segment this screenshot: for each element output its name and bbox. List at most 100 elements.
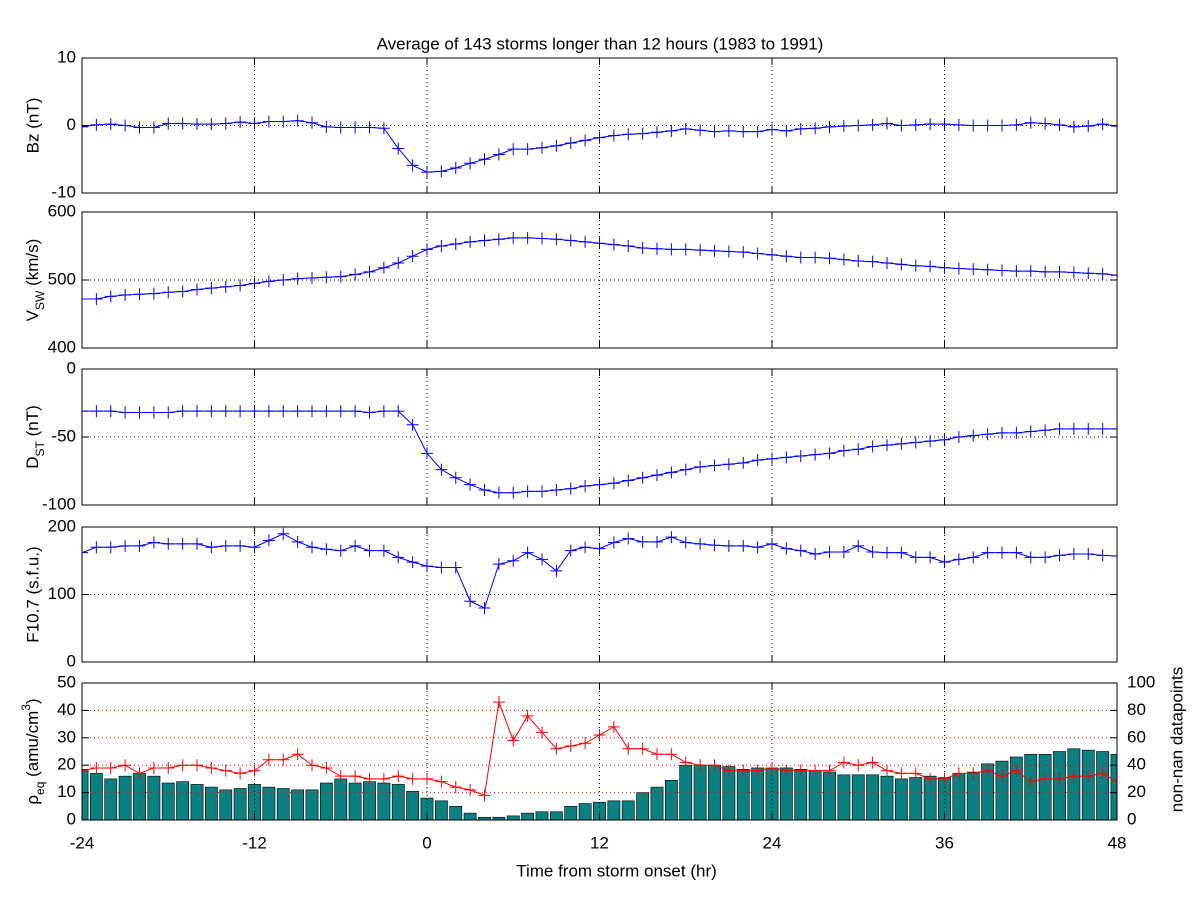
- y-axis-label: Bz (nT): [23, 98, 42, 154]
- marker: [176, 759, 189, 772]
- bar: [1096, 751, 1110, 820]
- bar: [1038, 753, 1052, 820]
- marker: [665, 124, 678, 137]
- marker: [147, 287, 160, 300]
- marker: [1024, 265, 1037, 278]
- marker: [809, 764, 822, 777]
- bar: [1081, 749, 1095, 820]
- marker: [794, 764, 807, 777]
- bar: [204, 786, 218, 820]
- label-part: D: [23, 456, 42, 468]
- marker: [823, 252, 836, 265]
- marker: [104, 541, 117, 554]
- marker: [492, 486, 505, 499]
- marker: [981, 119, 994, 132]
- marker: [234, 279, 247, 292]
- marker: [234, 116, 247, 129]
- bar: [133, 773, 146, 820]
- bar: [981, 763, 995, 820]
- marker: [306, 116, 318, 129]
- bar: [664, 779, 678, 820]
- marker: [334, 770, 347, 783]
- bar: [262, 786, 276, 820]
- marker: [722, 124, 735, 137]
- y-tick-label: 600: [48, 201, 76, 220]
- marker: [651, 469, 663, 482]
- bar: [305, 789, 319, 820]
- marker: [435, 561, 448, 574]
- y-axis-label: DST (nT): [23, 405, 47, 469]
- marker: [866, 255, 879, 268]
- marker: [219, 539, 232, 552]
- marker: [133, 767, 146, 780]
- marker: [363, 265, 376, 278]
- bar: [161, 782, 175, 820]
- bar: [650, 786, 664, 820]
- marker: [291, 272, 304, 285]
- marker: [320, 543, 333, 556]
- marker: [492, 148, 505, 161]
- marker: [1039, 117, 1052, 130]
- marker: [306, 541, 318, 554]
- marker: [176, 285, 189, 298]
- marker: [1053, 772, 1066, 785]
- marker: [191, 283, 203, 296]
- marker: [665, 748, 678, 761]
- marker: [377, 405, 390, 418]
- marker: [708, 244, 721, 257]
- panel: 0 100 200: [48, 516, 1118, 670]
- marker: [82, 120, 88, 133]
- marker: [823, 120, 836, 133]
- marker: [852, 119, 865, 132]
- bar: [334, 778, 348, 820]
- marker: [794, 450, 807, 463]
- marker: [722, 458, 735, 471]
- marker: [449, 561, 462, 574]
- x-tick-label: 0: [422, 833, 431, 852]
- marker: [809, 122, 822, 135]
- marker: [219, 280, 232, 293]
- marker: [636, 535, 649, 548]
- y-axis-label: ρeq (amu/cm3): [19, 698, 47, 804]
- marker: [147, 406, 160, 419]
- marker: [823, 447, 836, 460]
- marker: [1067, 422, 1080, 435]
- marker: [147, 121, 160, 134]
- marker: [521, 231, 534, 244]
- bar: [104, 778, 118, 820]
- marker: [751, 541, 764, 554]
- marker: [593, 131, 606, 144]
- marker: [794, 544, 807, 557]
- marker: [751, 764, 764, 777]
- label-part: 3: [19, 704, 33, 711]
- marker: [133, 288, 146, 301]
- marker: [234, 539, 247, 552]
- y-tick-label: 10: [57, 47, 76, 66]
- marker: [996, 770, 1008, 783]
- marker: [363, 406, 376, 419]
- marker: [708, 459, 721, 472]
- marker: [809, 448, 822, 461]
- marker: [766, 761, 778, 774]
- marker: [909, 259, 922, 272]
- marker: [938, 261, 951, 274]
- marker: [665, 243, 678, 256]
- marker: [981, 263, 994, 276]
- marker: [651, 242, 663, 255]
- marker: [1010, 546, 1023, 559]
- marker: [636, 127, 649, 140]
- marker: [564, 234, 577, 247]
- y-tick-label: 200: [48, 516, 76, 535]
- marker: [722, 245, 735, 258]
- marker: [320, 405, 333, 418]
- panel: 400 500 600: [48, 201, 1118, 356]
- label-part: V: [23, 309, 42, 321]
- marker: [636, 471, 649, 484]
- marker: [737, 246, 750, 259]
- marker: [119, 406, 132, 419]
- marker: [593, 478, 606, 491]
- y-tick-label: -10: [51, 182, 76, 201]
- bar: [147, 775, 161, 820]
- bar: [377, 782, 391, 820]
- marker: [1053, 422, 1066, 435]
